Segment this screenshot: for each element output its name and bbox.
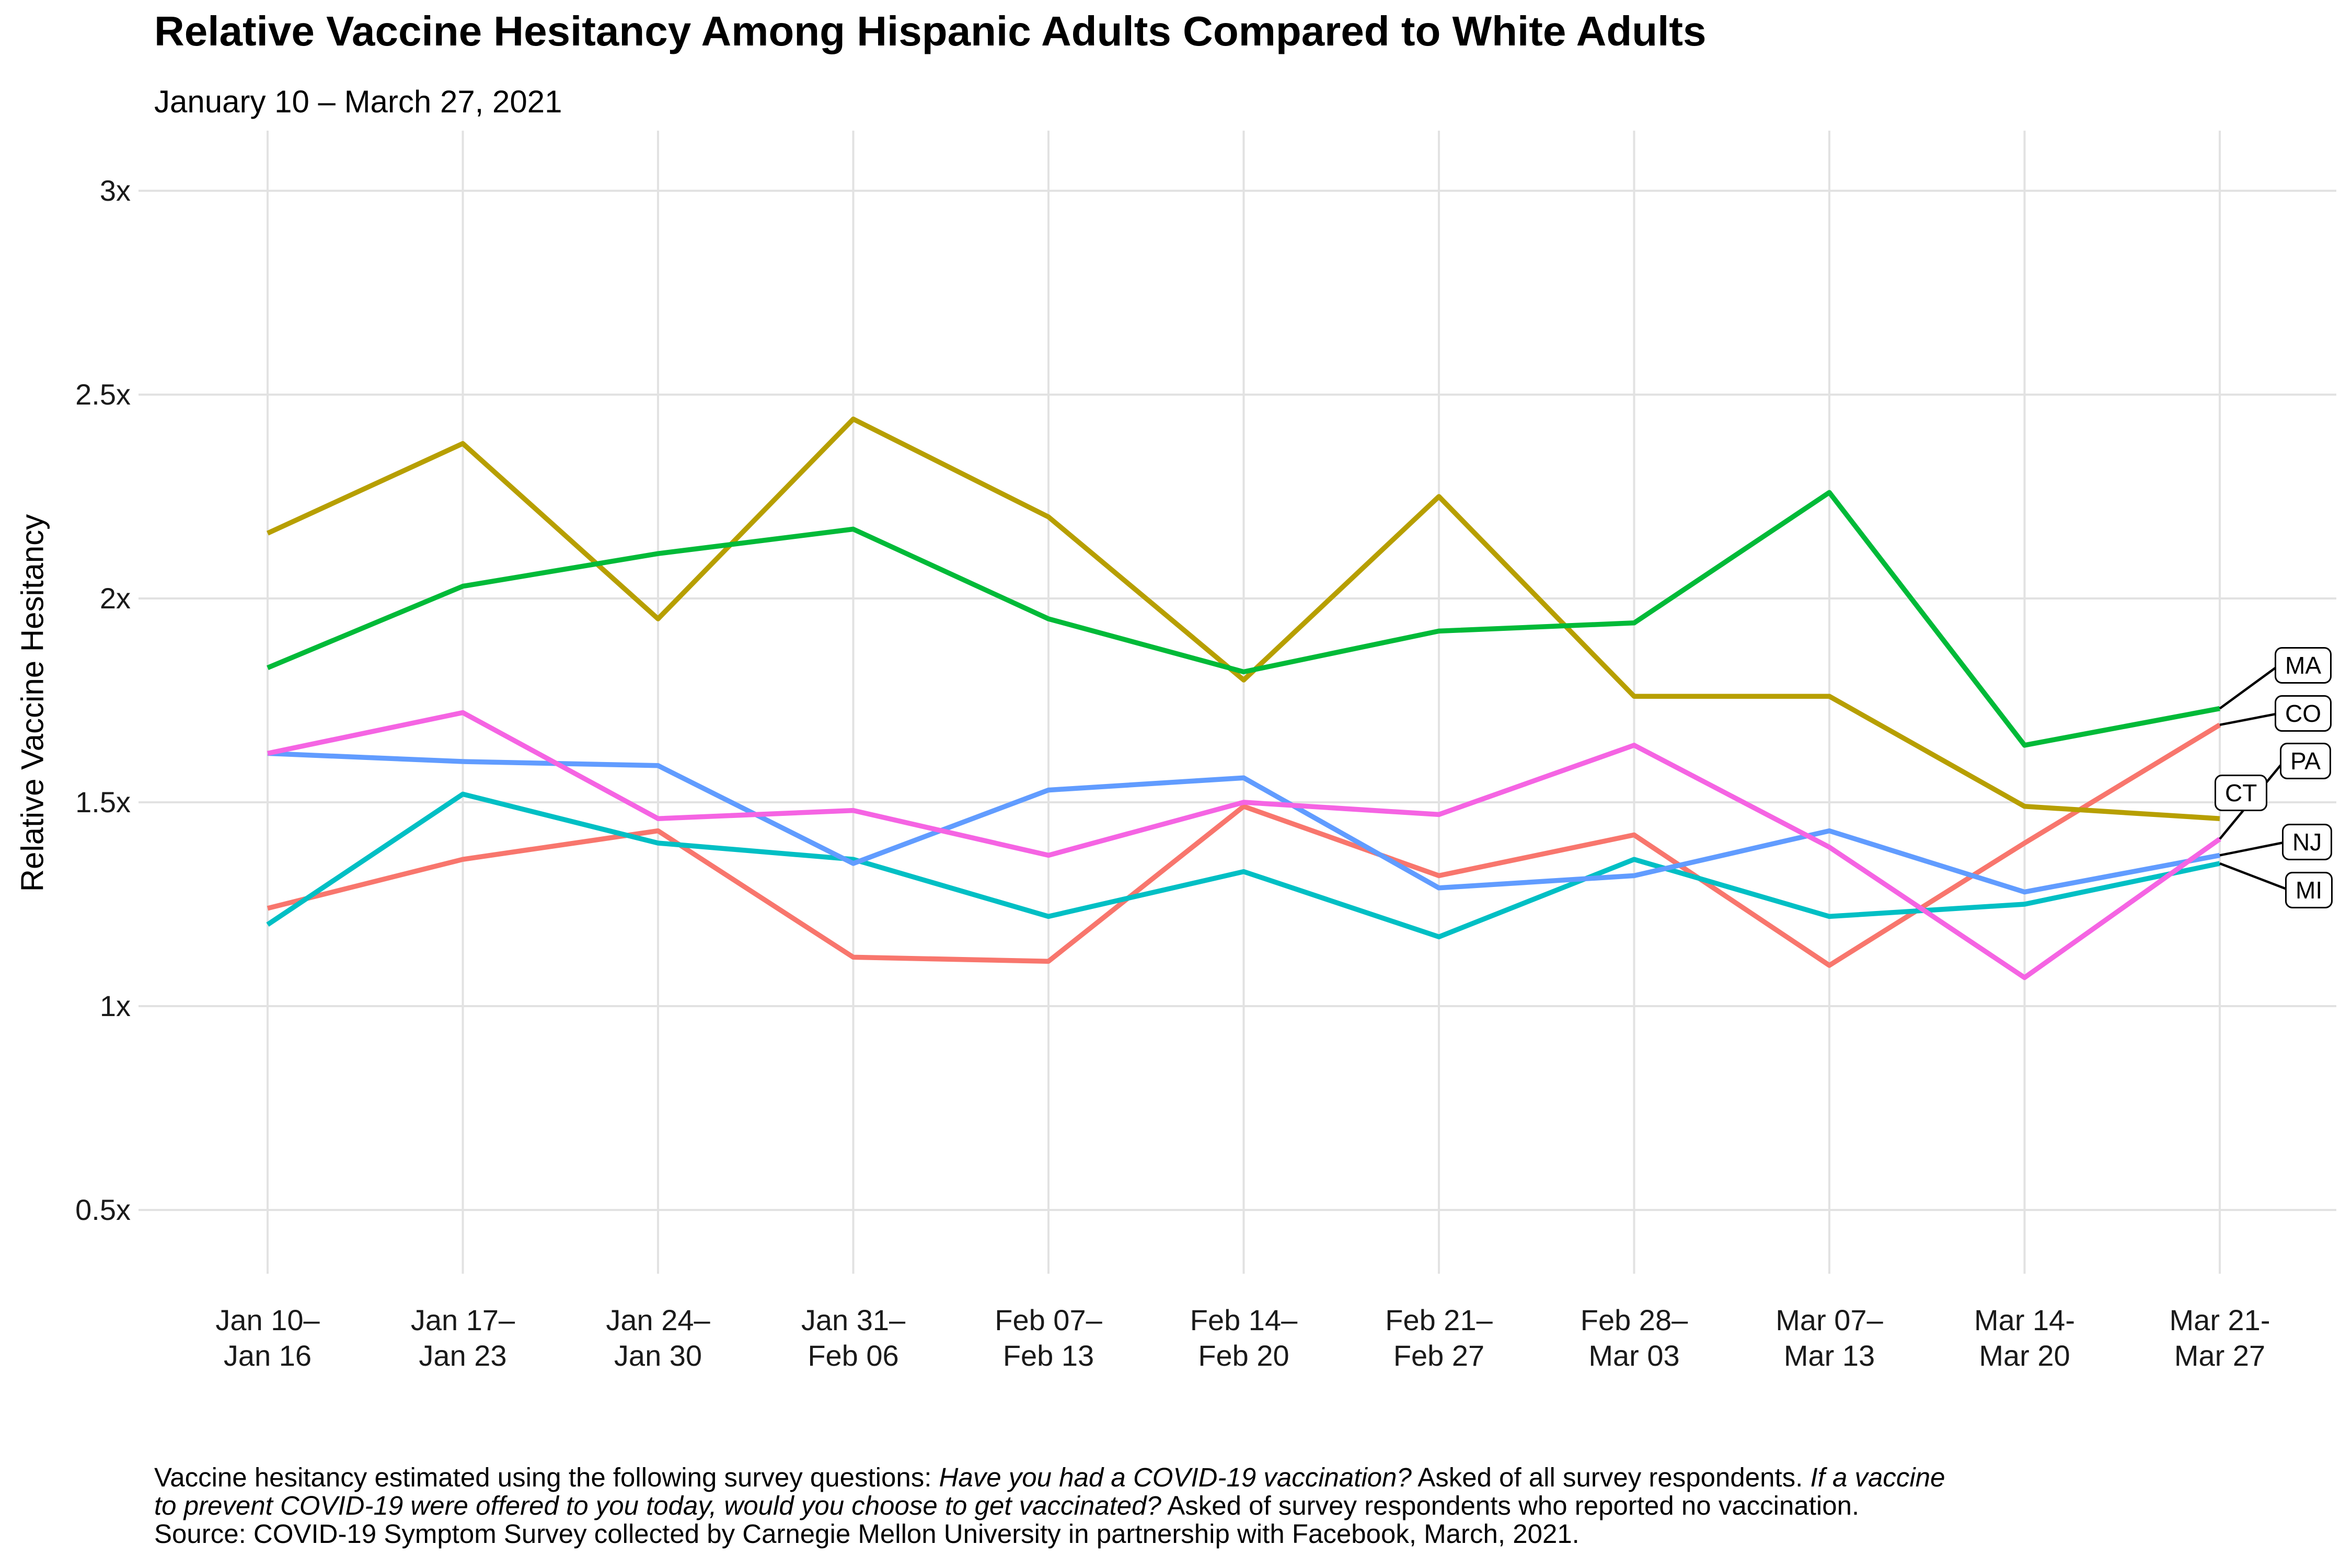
leader-line-MI xyxy=(2219,862,2290,892)
x-tick-5: Feb 07– Feb 13 xyxy=(954,1302,1143,1374)
chart-subtitle: January 10 – March 27, 2021 xyxy=(154,84,562,119)
series-label-CT: CT xyxy=(2215,775,2268,811)
y-tick-2.5x: 2.5x xyxy=(75,378,131,411)
x-tick-2: Jan 17– Jan 23 xyxy=(369,1302,557,1374)
x-tick-line1: Mar 21- xyxy=(2169,1304,2270,1336)
x-tick-line2: Jan 30 xyxy=(614,1339,702,1372)
x-tick-line1: Jan 10– xyxy=(215,1304,320,1336)
x-tick-line2: Jan 23 xyxy=(419,1339,507,1372)
footnote-italic-segment: to prevent COVID-19 were offered to you … xyxy=(154,1491,1161,1520)
x-tick-line2: Mar 20 xyxy=(1979,1339,2070,1372)
y-tick-0.5x: 0.5x xyxy=(75,1193,131,1226)
x-tick-line1: Feb 14– xyxy=(1190,1304,1298,1336)
series-label-MI: MI xyxy=(2285,872,2333,908)
footnote-text-segment: Source: COVID-19 Symptom Survey collecte… xyxy=(154,1519,1579,1549)
x-tick-line1: Jan 17– xyxy=(410,1304,515,1336)
y-axis-title: Relative Vaccine Hesitancy xyxy=(15,514,50,892)
footnote: Vaccine hesitancy estimated using the fo… xyxy=(154,1463,1945,1548)
series-line-MI xyxy=(266,791,2220,940)
series-label-CO: CO xyxy=(2275,695,2332,732)
y-tick-3x: 3x xyxy=(99,174,131,207)
leader-line-CO xyxy=(2219,712,2279,727)
x-tick-1: Jan 10– Jan 16 xyxy=(174,1302,362,1374)
y-tick-1.5x: 1.5x xyxy=(75,786,131,818)
x-tick-7: Feb 21– Feb 27 xyxy=(1345,1302,1533,1374)
x-tick-line2: Mar 03 xyxy=(1588,1339,1680,1372)
footnote-text-segment: Vaccine hesitancy estimated using the fo… xyxy=(154,1462,939,1492)
footnote-line-3: Source: COVID-19 Symptom Survey collecte… xyxy=(154,1520,1945,1548)
series-line-MA xyxy=(267,490,2220,748)
x-tick-line2: Feb 06 xyxy=(808,1339,899,1372)
footnote-line-1: Vaccine hesitancy estimated using the fo… xyxy=(154,1463,1945,1492)
x-tick-line1: Jan 31– xyxy=(801,1304,906,1336)
x-tick-line2: Mar 27 xyxy=(2174,1339,2266,1372)
series-line-NJ xyxy=(267,751,2220,895)
x-tick-4: Jan 31– Feb 06 xyxy=(759,1302,948,1374)
x-tick-line1: Feb 21– xyxy=(1385,1304,1493,1336)
footnote-text-segment: Asked of survey respondents who reported… xyxy=(1161,1491,1860,1520)
series-label-NJ: NJ xyxy=(2282,824,2333,860)
x-tick-line1: Feb 28– xyxy=(1580,1304,1688,1336)
x-tick-line2: Jan 16 xyxy=(223,1339,312,1372)
footnote-italic-segment: If a vaccine xyxy=(1810,1462,1945,1492)
x-tick-3: Jan 24– Jan 30 xyxy=(564,1302,752,1374)
x-tick-line1: Jan 24– xyxy=(606,1304,710,1336)
series-line-CO xyxy=(267,722,2221,968)
x-tick-line2: Feb 20 xyxy=(1198,1339,1289,1372)
x-tick-6: Feb 14– Feb 20 xyxy=(1150,1302,1338,1374)
footnote-text-segment: Asked of all survey respondents. xyxy=(1411,1462,1811,1492)
x-tick-line1: Mar 14- xyxy=(1974,1304,2075,1336)
x-tick-line2: Mar 13 xyxy=(1783,1339,1875,1372)
x-tick-8: Feb 28– Mar 03 xyxy=(1540,1302,1728,1374)
leader-line-MA xyxy=(2219,664,2280,710)
series-line-PA xyxy=(267,710,2221,981)
leader-line-NJ xyxy=(2219,840,2287,857)
x-tick-10: Mar 14- Mar 20 xyxy=(1931,1302,2119,1374)
footnote-line-2: to prevent COVID-19 were offered to you … xyxy=(154,1492,1945,1520)
y-tick-1x: 1x xyxy=(99,989,131,1022)
x-tick-line1: Feb 07– xyxy=(995,1304,1102,1336)
series-line-CT xyxy=(267,417,2220,821)
y-tick-2x: 2x xyxy=(99,582,131,615)
series-label-MA: MA xyxy=(2275,647,2332,684)
chart-title: Relative Vaccine Hesitancy Among Hispani… xyxy=(154,8,1707,54)
x-tick-11: Mar 21- Mar 27 xyxy=(2126,1302,2314,1374)
footnote-italic-segment: Have you had a COVID-19 vaccination? xyxy=(939,1462,1412,1492)
x-tick-line2: Feb 27 xyxy=(1393,1339,1485,1372)
series-label-PA: PA xyxy=(2280,743,2331,779)
x-tick-line1: Mar 07– xyxy=(1775,1304,1883,1336)
x-tick-9: Mar 07– Mar 13 xyxy=(1735,1302,1923,1374)
x-tick-line2: Feb 13 xyxy=(1002,1339,1094,1372)
